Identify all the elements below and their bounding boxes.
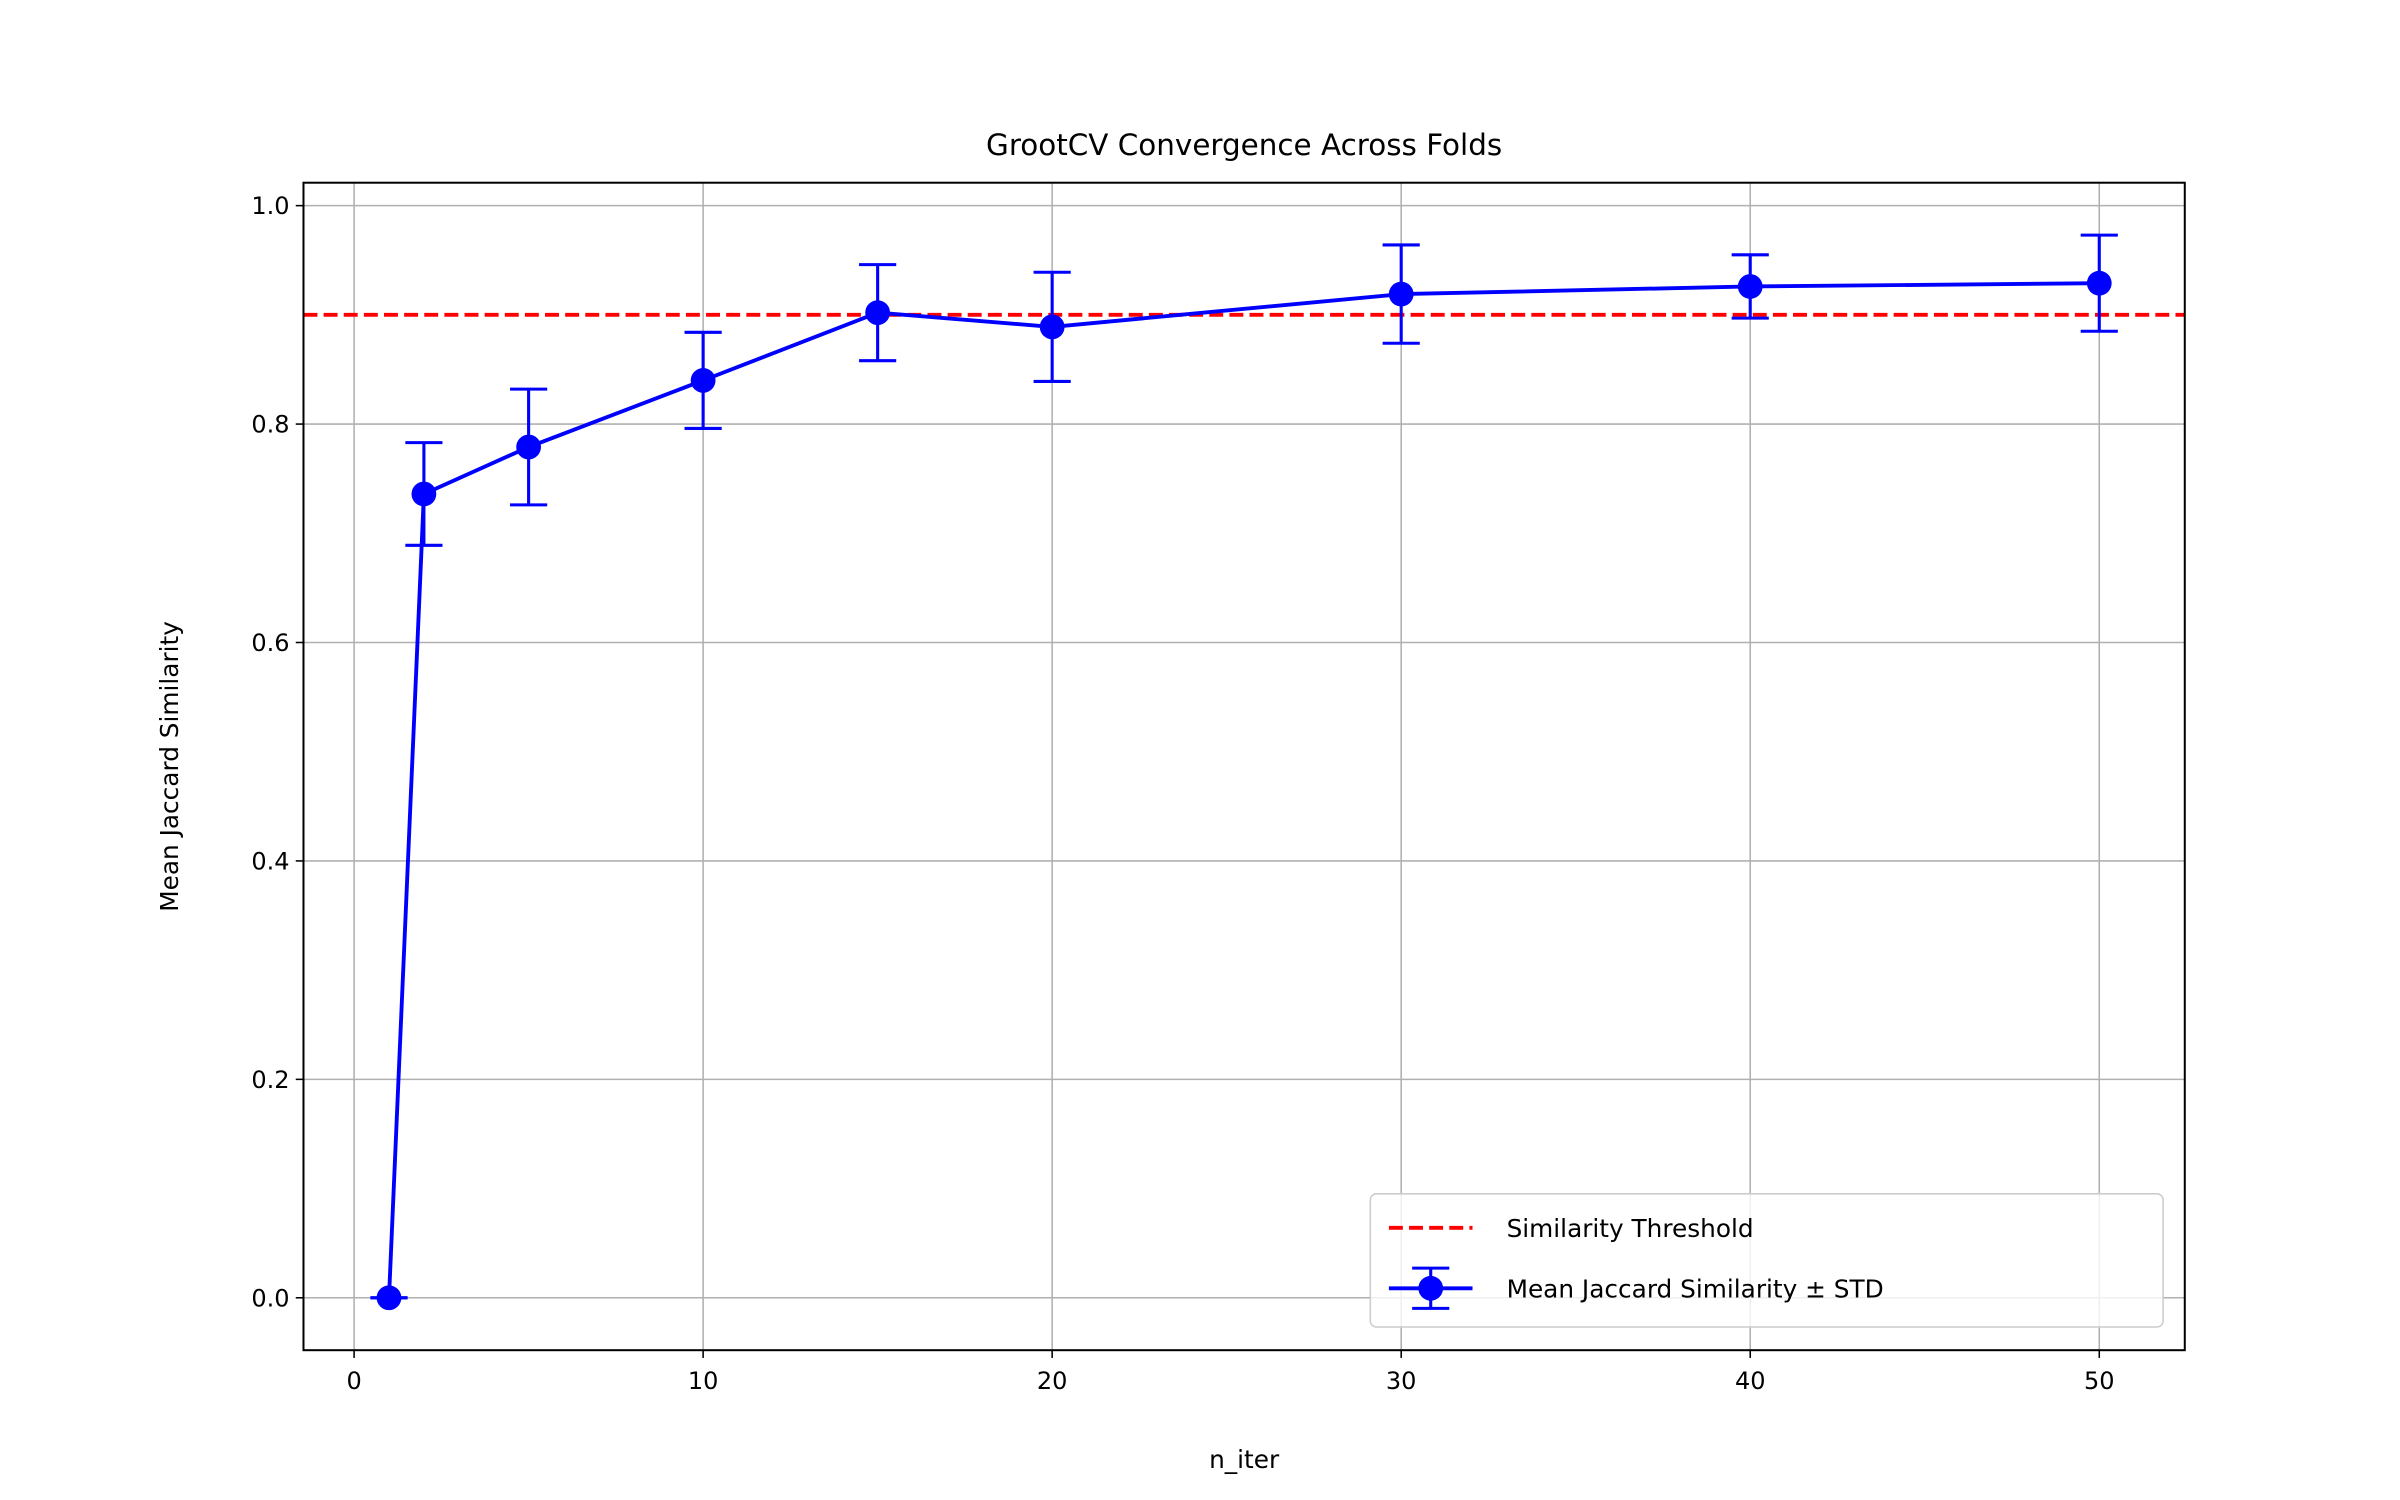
- x-tick-label: 10: [688, 1367, 719, 1395]
- y-axis-label: Mean Jaccard Similarity: [155, 621, 184, 912]
- data-point: [1388, 281, 1414, 307]
- data-point: [411, 481, 437, 507]
- x-tick-label: 50: [2084, 1367, 2115, 1395]
- plot-area: [303, 233, 2185, 1311]
- legend-threshold-label: Similarity Threshold: [1507, 1214, 1754, 1243]
- chart-title: GrootCV Convergence Across Folds: [986, 128, 1502, 162]
- grid: [303, 182, 2185, 1351]
- x-tick-label: 20: [1037, 1367, 1068, 1395]
- legend: Similarity Threshold Mean Jaccard Simila…: [1369, 1193, 2164, 1328]
- ticks: 0 10 20 30 40 50 0.0 0.2 0.4 0.6 0.8 1.0: [251, 192, 2114, 1395]
- y-tick-label: 0.6: [251, 629, 289, 657]
- data-point: [690, 367, 716, 393]
- x-tick-label: 40: [1735, 1367, 1766, 1395]
- data-point: [516, 434, 541, 460]
- data-point: [865, 300, 891, 326]
- x-tick-label: 0: [346, 1367, 361, 1395]
- series-line: [387, 281, 2100, 1298]
- data-point: [1737, 274, 1763, 299]
- data-point: [376, 1285, 402, 1311]
- x-axis-label: n_iter: [1209, 1445, 1280, 1474]
- data-point: [1039, 314, 1065, 340]
- y-tick-label: 0.0: [251, 1284, 289, 1312]
- data-point: [2086, 270, 2112, 296]
- legend-series-marker: [1418, 1275, 1444, 1301]
- legend-series-label: Mean Jaccard Similarity ± STD: [1507, 1275, 1884, 1304]
- x-tick-label: 30: [1386, 1367, 1417, 1395]
- legend-box: [1369, 1193, 2164, 1328]
- y-tick-label: 0.4: [251, 847, 289, 875]
- y-tick-label: 0.2: [251, 1066, 289, 1094]
- y-tick-label: 1.0: [251, 192, 289, 220]
- y-tick-label: 0.8: [251, 411, 289, 439]
- axes-frame: [302, 181, 2186, 1352]
